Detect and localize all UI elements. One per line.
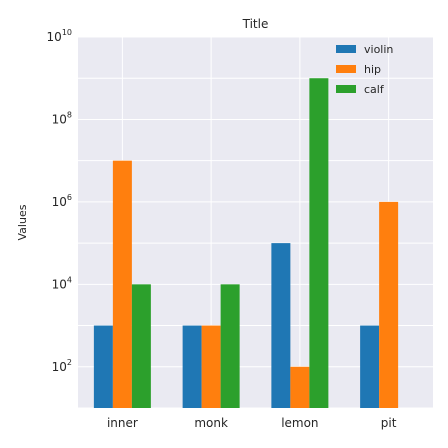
y-tick-label: 106 (52, 193, 72, 209)
bar-hip-pit (379, 201, 399, 408)
y-tick-label: 104 (52, 275, 72, 291)
legend-swatch-hip (336, 65, 356, 73)
bars (93, 78, 399, 408)
legend-label-violin: violin (364, 43, 393, 56)
x-tick-labels: inner monk lemon pit (107, 416, 397, 430)
y-tick-label: 102 (52, 358, 72, 374)
bar-calf-lemon (309, 78, 329, 408)
y-tick-labels: 102 104 106 108 1010 (47, 28, 72, 374)
bar-calf-inner (131, 284, 151, 408)
legend: violin hip calf (336, 43, 393, 96)
x-tick-label: pit (381, 416, 397, 430)
y-tick-label: 108 (52, 110, 72, 126)
y-tick-label: 1010 (47, 28, 72, 44)
bar-hip-inner (112, 160, 132, 408)
bar-calf-monk (220, 284, 240, 408)
legend-swatch-violin (336, 45, 356, 53)
bar-violin-pit (360, 325, 380, 408)
x-tick-label: inner (107, 416, 138, 430)
legend-label-calf: calf (364, 83, 385, 96)
legend-swatch-calf (336, 85, 356, 93)
x-tick-label: monk (194, 416, 228, 430)
bar-violin-lemon (271, 243, 291, 408)
legend-label-hip: hip (364, 63, 381, 76)
y-axis-label: Values (16, 204, 29, 240)
bar-hip-monk (201, 325, 221, 408)
bar-hip-lemon (290, 366, 310, 408)
bar-violin-monk (182, 325, 202, 408)
x-tick-label: lemon (281, 416, 318, 430)
bar-violin-inner (93, 325, 113, 408)
chart-title: Title (242, 17, 269, 31)
